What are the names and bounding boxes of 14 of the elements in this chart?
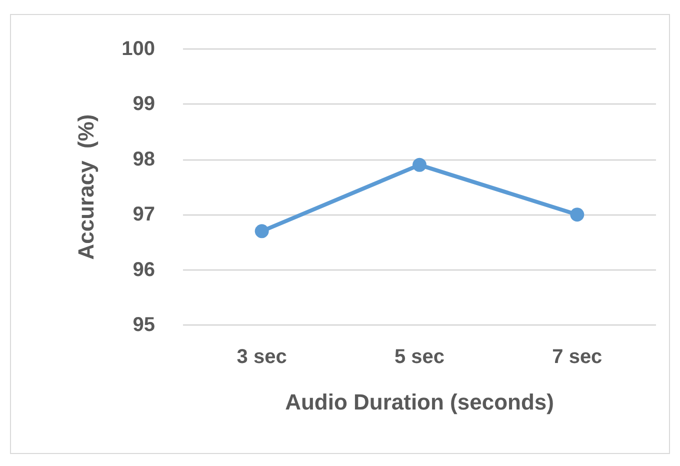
y-tick-label: 96 <box>132 258 155 281</box>
y-axis-title: Accuracy (%) <box>74 114 98 260</box>
x-tick-label: 3 sec <box>236 346 287 368</box>
y-tick-label: 95 <box>132 314 155 336</box>
y-tick-label: 97 <box>132 204 155 226</box>
y-tick-label: 99 <box>132 93 155 116</box>
x-tick-label: 7 sec <box>552 346 602 368</box>
y-tick-label: 100 <box>122 38 155 60</box>
y-tick-label: 98 <box>132 148 155 170</box>
point <box>254 224 269 238</box>
x-axis-title: Audio Duration (seconds) <box>285 390 554 414</box>
point <box>412 158 426 172</box>
point <box>570 208 584 222</box>
x-tick-label: 5 sec <box>394 346 445 368</box>
